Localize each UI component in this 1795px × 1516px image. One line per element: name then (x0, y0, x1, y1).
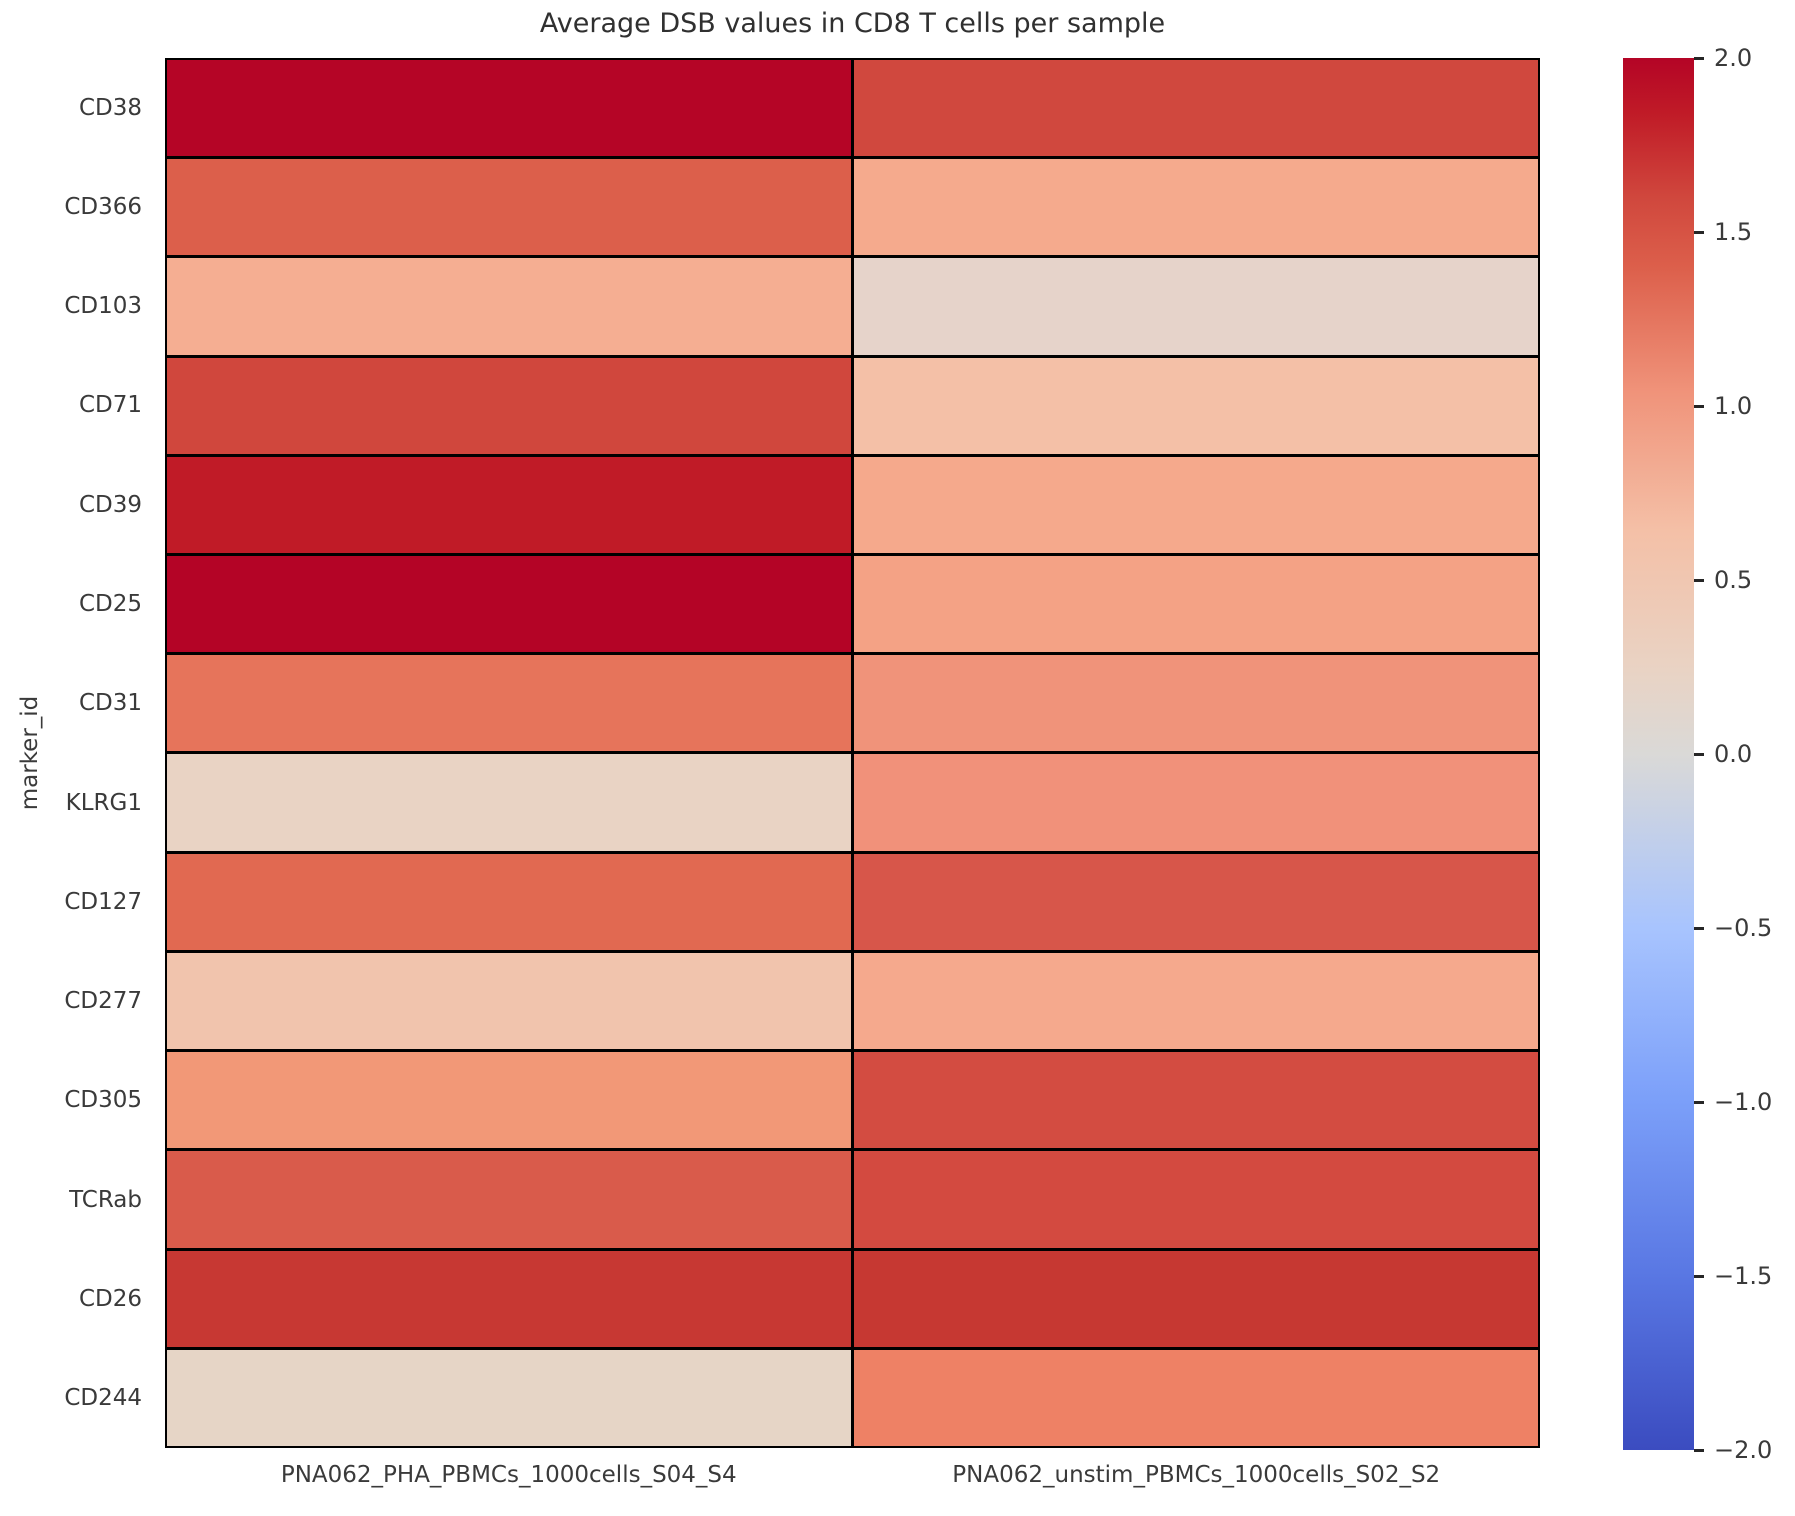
heatmap-cell (167, 1250, 851, 1347)
y-tick-label: TCRab (69, 1186, 142, 1213)
colorbar-tick-mark (1694, 926, 1704, 930)
heatmap-cell (854, 1349, 1538, 1446)
heatmap-cell (854, 754, 1538, 851)
colorbar-tick-label: 2.0 (1714, 44, 1753, 72)
y-tick-label: CD26 (78, 1286, 142, 1313)
colorbar-tick-label: −0.5 (1714, 914, 1773, 942)
colorbar-tick-mark (1694, 56, 1704, 60)
y-tick-label: CD366 (64, 193, 142, 220)
colorbar-tick-mark (1694, 1274, 1704, 1278)
x-tick-label: PNA062_PHA_PBMCs_1000cells_S04_S4 (280, 1462, 737, 1488)
y-tick-label: CD71 (78, 392, 142, 419)
colorbar-tick-label: −1.5 (1714, 1262, 1773, 1290)
heatmap-cell (167, 556, 851, 653)
heatmap-cell (167, 1052, 851, 1149)
heatmap-cell (854, 853, 1538, 950)
colorbar-tick-label: 0.0 (1714, 740, 1753, 768)
heatmap-cell (167, 952, 851, 1050)
heatmap-cell (854, 60, 1538, 157)
colorbar-tick-mark (1694, 1448, 1704, 1452)
y-axis-tick-labels: CD38 CD366 CD103 CD71 CD39 CD25 CD31 KLRG1 CD127… (0, 58, 152, 1448)
heatmap-cell (854, 258, 1538, 355)
heatmap-cell (167, 1349, 851, 1446)
colorbar-tick-label: 1.5 (1714, 218, 1753, 246)
y-tick-label: CD25 (78, 591, 142, 618)
colorbar-tick-label: 1.0 (1714, 392, 1753, 420)
y-tick-label: KLRG1 (65, 789, 142, 816)
heatmap-cell (167, 1151, 851, 1248)
heatmap-cell (167, 357, 851, 454)
heatmap-cell (854, 456, 1538, 554)
colorbar-tick-mark (1694, 752, 1704, 756)
heatmap-cell (854, 655, 1538, 752)
heatmap-cell (167, 456, 851, 554)
colorbar-tick-mark (1694, 1100, 1704, 1104)
heatmap-cell (854, 159, 1538, 256)
heatmap-grid (165, 58, 1540, 1448)
heatmap-cell (167, 60, 851, 157)
x-axis-tick-labels: PNA062_PHA_PBMCs_1000cells_S04_S4 PNA062_… (165, 1462, 1540, 1488)
heatmap-cell (167, 853, 851, 950)
y-tick-label: CD277 (64, 988, 142, 1015)
y-tick-label: CD38 (78, 94, 142, 121)
colorbar-tick-label: −2.0 (1714, 1436, 1773, 1464)
colorbar-tick-label: −1.0 (1714, 1088, 1773, 1116)
colorbar-tick-mark (1694, 230, 1704, 234)
heatmap-cell (167, 159, 851, 256)
heatmap-cell (854, 556, 1538, 653)
heatmap-cell (854, 357, 1538, 454)
colorbar-tick-label: 0.5 (1714, 566, 1753, 594)
heatmap-cell (854, 1250, 1538, 1347)
colorbar-tick-mark (1694, 578, 1704, 582)
heatmap-cell (854, 1052, 1538, 1149)
y-tick-label: CD244 (64, 1385, 142, 1412)
colorbar-tick-mark (1694, 404, 1704, 408)
heatmap-cell (854, 952, 1538, 1050)
y-tick-label: CD31 (78, 690, 142, 717)
y-tick-label: CD305 (64, 1087, 142, 1114)
y-tick-label: CD39 (78, 491, 142, 518)
x-tick-label: PNA062_unstim_PBMCs_1000cells_S02_S2 (952, 1462, 1441, 1488)
chart-title: Average DSB values in CD8 T cells per sa… (539, 8, 1166, 39)
heatmap-cell (854, 1151, 1538, 1248)
colorbar (1623, 58, 1694, 1450)
heatmap-cell (167, 258, 851, 355)
heatmap-cell (167, 754, 851, 851)
y-tick-label: CD103 (64, 293, 142, 320)
y-tick-label: CD127 (64, 888, 142, 915)
heatmap-cell (167, 655, 851, 752)
